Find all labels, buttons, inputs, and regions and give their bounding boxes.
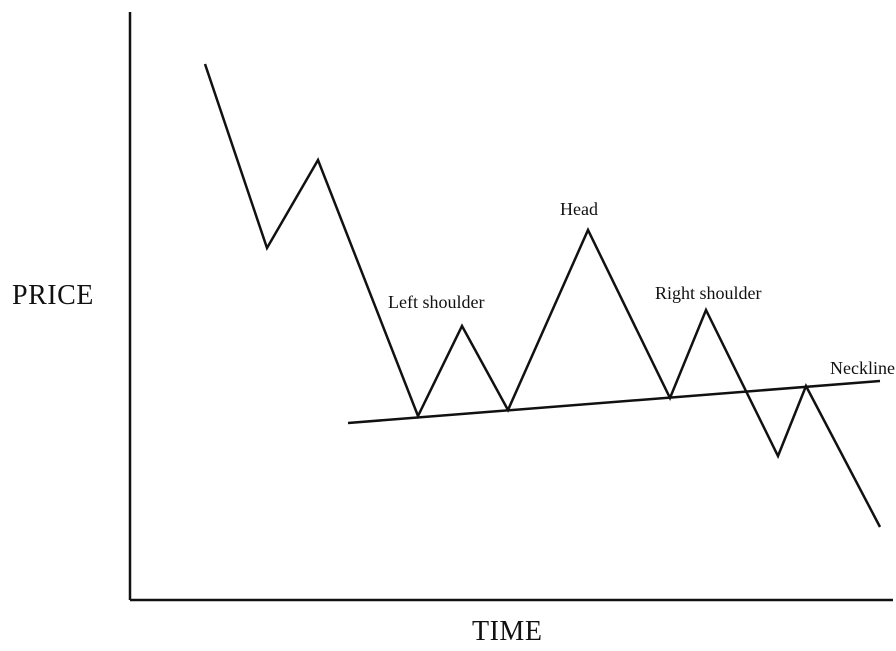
head-label: Head [560, 199, 598, 219]
neckline [347, 379, 881, 425]
x-axis-label: TIME [472, 616, 543, 647]
neckline-label: Neckline [830, 358, 895, 378]
price-line [203, 63, 882, 528]
left-shoulder-label: Left shoulder [388, 292, 485, 312]
y-axis-label: PRICE [12, 280, 94, 311]
right-shoulder-label: Right shoulder [655, 283, 762, 303]
